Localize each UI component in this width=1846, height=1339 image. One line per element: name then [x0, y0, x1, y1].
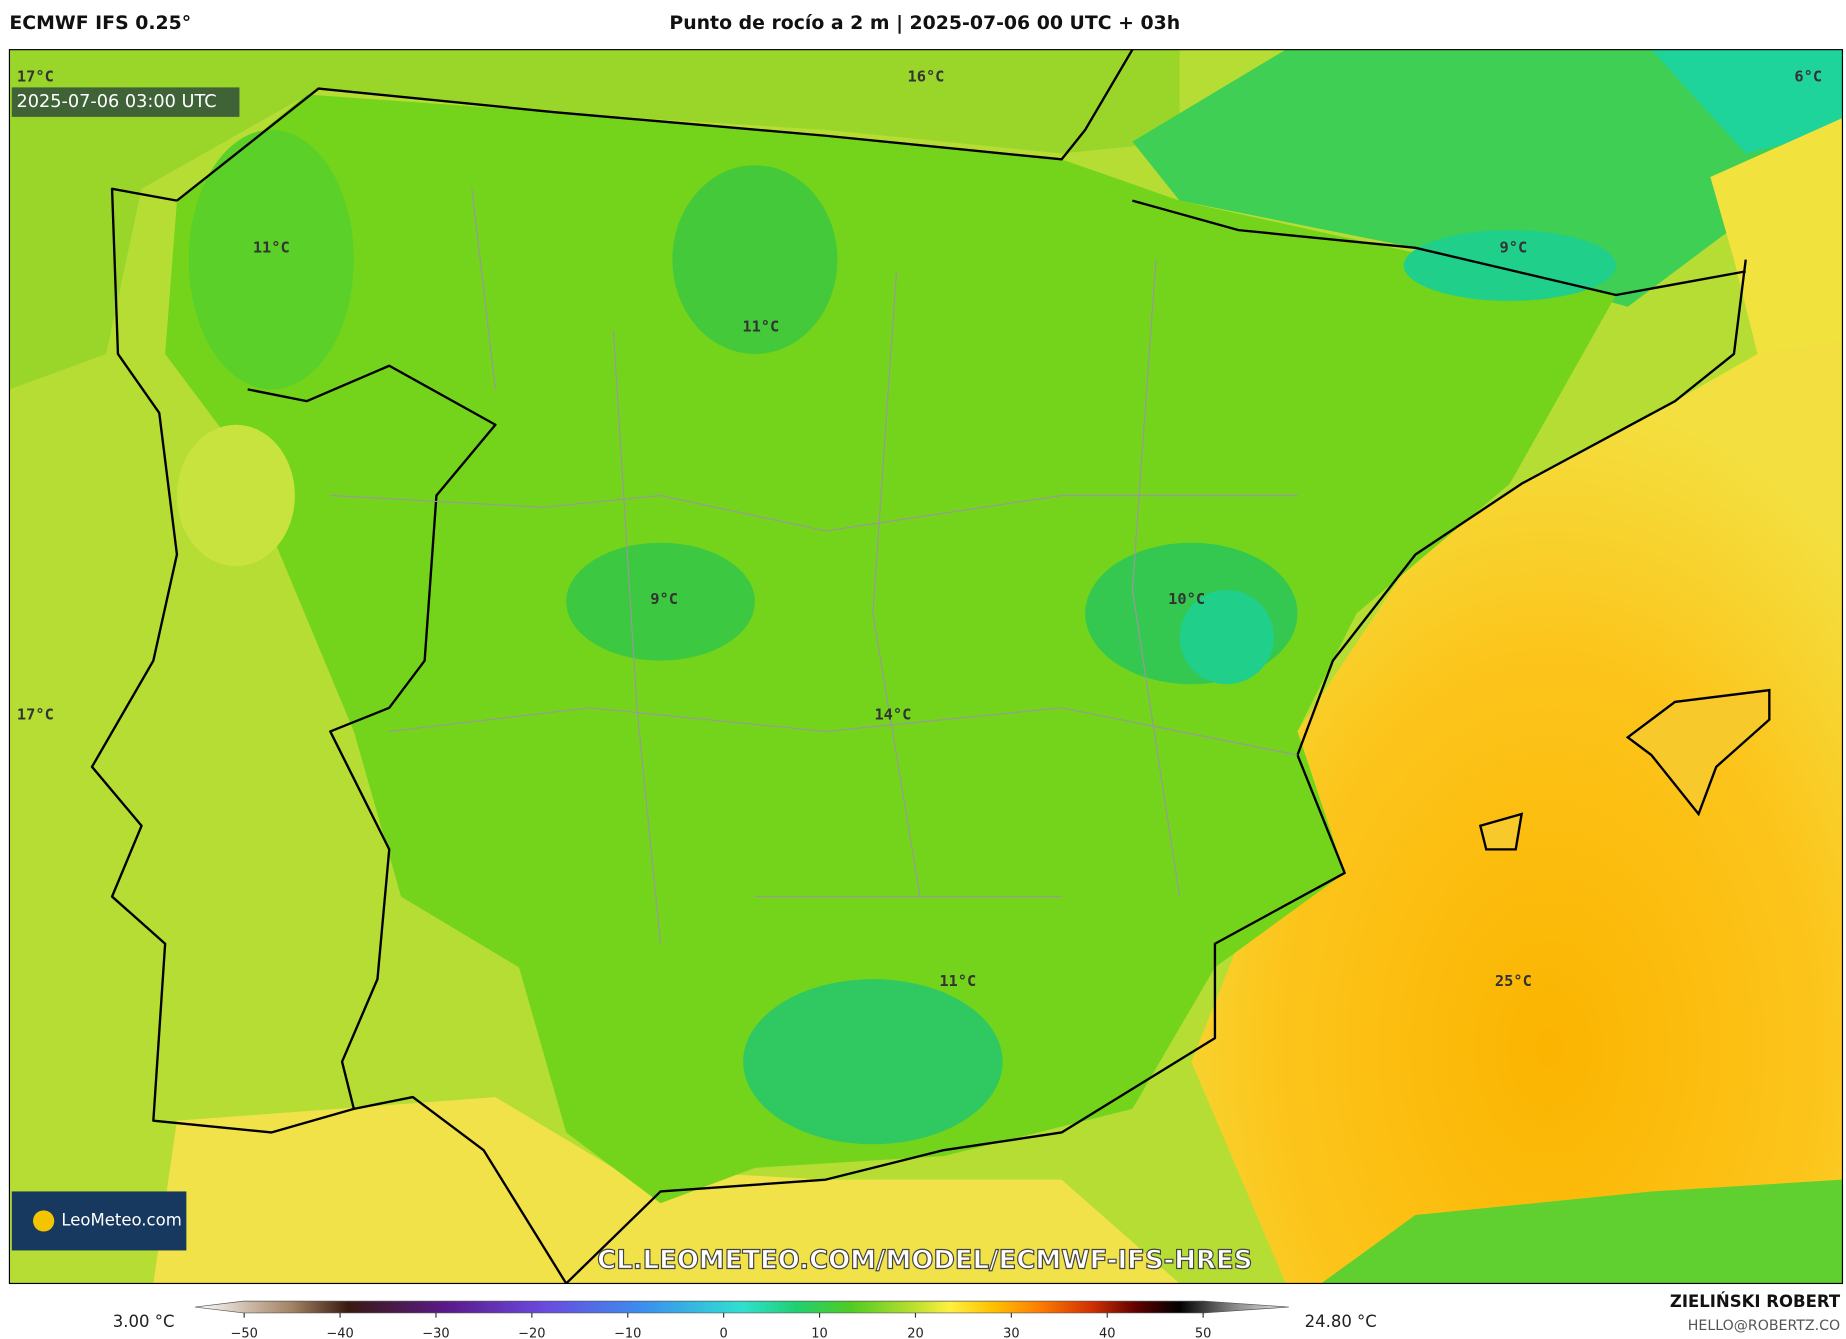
- moist-patch: [188, 129, 354, 390]
- model-name: ECMWF IFS 0.25°: [9, 12, 191, 34]
- contour-label: 6°C: [1794, 67, 1822, 85]
- atlantic-north: [9, 49, 1180, 390]
- colorbar-min: 3.00 °C: [113, 1312, 175, 1331]
- dry-patch: [176, 424, 295, 567]
- colorbar-tick-label: −10: [614, 1327, 641, 1339]
- moist-patch: [743, 979, 1003, 1145]
- africa: [1321, 1179, 1843, 1284]
- land-green: [165, 94, 1616, 1204]
- moist-patch: [672, 165, 838, 354]
- logo: LeoMeteo.com: [61, 1210, 181, 1229]
- colorbar-tick-label: −30: [422, 1327, 449, 1339]
- teal-patch: [1179, 589, 1274, 685]
- contour-label: 16°C: [907, 67, 944, 85]
- contour-label: 25°C: [1495, 972, 1532, 990]
- author: ZIELIŃSKI ROBERT: [1670, 1292, 1841, 1311]
- colorbar-tick-label: 20: [907, 1327, 924, 1339]
- gulf-lion: [1710, 118, 1843, 354]
- contour-label: 11°C: [939, 972, 976, 990]
- colorbar-tick-label: 30: [1003, 1327, 1020, 1339]
- colorbar-max: 24.80 °C: [1305, 1312, 1377, 1331]
- mediterranean: [1191, 342, 1843, 1284]
- time-badge: [11, 87, 240, 117]
- colorbar-tick-label: 0: [720, 1327, 728, 1339]
- map-title: Punto de rocío a 2 m | 2025-07-06 00 UTC…: [669, 12, 1180, 34]
- contour-label: 9°C: [1500, 238, 1528, 256]
- map-frame: [8, 49, 1844, 1285]
- coastline: [90, 49, 1747, 1284]
- contour-label: 11°C: [742, 317, 779, 335]
- moist-patch: [566, 542, 755, 661]
- colorbar-tick-label: −50: [230, 1327, 257, 1339]
- contour-label: 11°C: [253, 238, 290, 256]
- colorbar-bar: [194, 1300, 1289, 1314]
- region-borders: [330, 188, 1298, 944]
- contour-label: 14°C: [874, 705, 911, 723]
- colorbar-tick-label: −40: [326, 1327, 353, 1339]
- colorbar-tick-label: 40: [1099, 1327, 1116, 1339]
- contour-label: 9°C: [650, 590, 678, 608]
- colorbar: −50 −40 −30 −20 −10 0 10 20 30 40 50: [194, 1300, 1289, 1339]
- colorbar-tick-label: 10: [811, 1327, 828, 1339]
- balearic-islands: [1478, 688, 1771, 851]
- teal-ne: [1651, 49, 1843, 154]
- contour-label: 17°C: [17, 67, 54, 85]
- contour-label: 17°C: [17, 705, 54, 723]
- pyrenees-field: [1132, 49, 1843, 307]
- logo-sun: [33, 1210, 55, 1232]
- colorbar-tick-label: 50: [1195, 1327, 1212, 1339]
- value-labels: 17°C 16°C 6°C 11°C 9°C 11°C 9°C 10°C 17°C 14°C 11°…: [17, 67, 1822, 990]
- national-border: [247, 199, 1746, 1110]
- colorbar-tick-label: −20: [518, 1327, 545, 1339]
- contact: HELLO@ROBERTZ.CO: [1688, 1318, 1840, 1334]
- valid-time: 2025-07-06 03:00 UTC: [17, 92, 217, 112]
- map: 17°C 16°C 6°C 11°C 9°C 11°C 9°C 10°C 17°C 14°C 11°…: [9, 49, 1843, 1284]
- watermark: CL.LEOMETEO.COM/MODEL/ECMWF-IFS-HRES: [597, 1246, 1252, 1276]
- contour-label: 10°C: [1168, 590, 1205, 608]
